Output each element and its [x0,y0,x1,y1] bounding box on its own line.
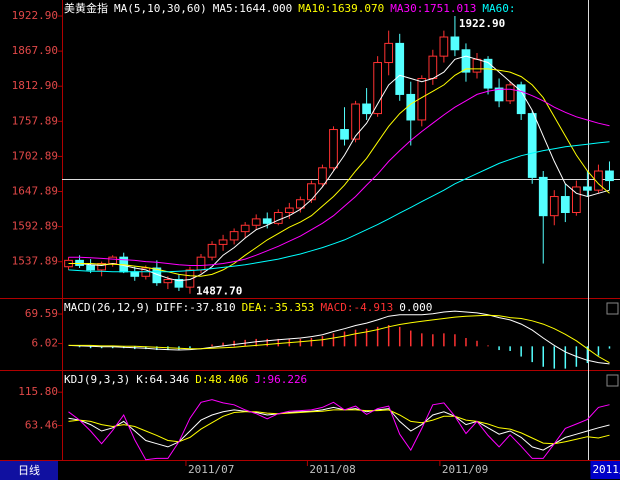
line [68,399,610,461]
line [68,406,610,451]
line [68,88,610,266]
header-text: KDJ(9,3,3) [64,373,130,386]
y-tick-label: 115.80 [18,385,58,398]
y-tick-label: 1592.89 [12,220,58,233]
x-tick-label: 2011/07 [188,463,234,476]
candle-body [395,42,405,95]
candle-body [516,84,526,115]
candle-body [494,87,504,102]
period-label: 日线 [18,463,40,477]
y-tick-label: 1702.89 [12,149,58,162]
candle-body [605,170,614,182]
candle-body [130,271,140,277]
candle-body [373,62,383,115]
candle-body [362,103,371,115]
header-text: MA(5,10,30,60) [114,2,207,15]
line [68,314,610,364]
candle-body [329,129,338,169]
y-tick-label: 69.59 [25,307,58,320]
y-tick-label: 1922.90 [12,9,58,22]
candle-body [560,196,570,213]
x-tick-label: 2011/10/10,一 [592,463,620,476]
date-highlight [590,461,620,479]
candle-body [196,256,206,271]
candle-body [571,186,581,213]
candle-body [505,84,515,102]
line [68,310,610,365]
y-tick-label: 1757.89 [12,114,58,127]
header-text: DIFF:-37.810 [156,301,235,314]
expand-button[interactable] [606,374,619,387]
line [68,55,610,282]
y-tick-label: 1647.89 [12,185,58,198]
x-tick-label: 2011/08 [309,463,355,476]
candle-body [273,211,283,224]
candle-body [483,58,493,89]
crosshair [62,0,620,460]
candle-body [97,263,107,271]
header-text: MACD(26,12,9) [64,301,150,314]
candle-body [583,186,592,191]
y-tick-label: 6.02 [32,337,59,350]
header-text: D:48.406 [195,373,248,386]
candle-body [185,269,195,288]
header-text: MACD:-4.913 [320,301,393,314]
header-text: MA60: [482,2,515,15]
candle-body [240,224,250,233]
candle-body [472,58,482,73]
candle-body [417,77,427,121]
y-tick-label: 1867.90 [12,44,58,57]
candle-body [295,199,305,209]
high-label: 1922.90 [459,17,505,30]
candle-body [284,207,294,213]
candle-body [251,218,261,226]
candle-body [384,42,394,64]
candle-body [351,103,360,140]
header-text: K:64.346 [136,373,189,386]
header-text: MA10:1639.070 [298,2,384,15]
header-text: MA30:1751.013 [390,2,476,15]
frame [0,0,620,461]
y-tick-label: 1537.89 [12,255,58,268]
candle-body [450,36,460,51]
candle-body [461,49,471,73]
candle-body [229,231,239,241]
line [68,68,610,277]
expand-button[interactable] [606,302,619,315]
candle-body [549,196,559,217]
candle-body [340,129,349,140]
header-text: 美黄金指 [64,1,108,15]
candle-body [218,239,228,245]
candle-body [108,256,118,265]
header-text: 0.000 [399,301,432,314]
candle-body [428,55,438,79]
candle-body [207,243,217,258]
candle-body [527,113,537,178]
candle-body [439,36,449,57]
candle-body [86,264,95,271]
candle-body [318,167,327,185]
candle-body [262,218,272,224]
y-tick-label: 1812.90 [12,79,58,92]
header-text: DEA:-35.353 [242,301,315,314]
candle-body [163,278,173,284]
header-text: J:96.226 [254,373,307,386]
line [68,141,610,273]
candle-body [406,93,416,121]
header-text: MA5:1644.000 [213,2,292,15]
candle-body [538,176,548,217]
candle-body [75,259,84,266]
x-tick-label: 2011/09 [442,463,488,476]
candle-body [174,278,184,288]
candle-body [594,170,603,191]
period-box[interactable] [0,461,58,480]
y-tick-label: 63.46 [25,419,58,432]
line [68,409,610,445]
low-label: 1487.70 [196,285,242,298]
